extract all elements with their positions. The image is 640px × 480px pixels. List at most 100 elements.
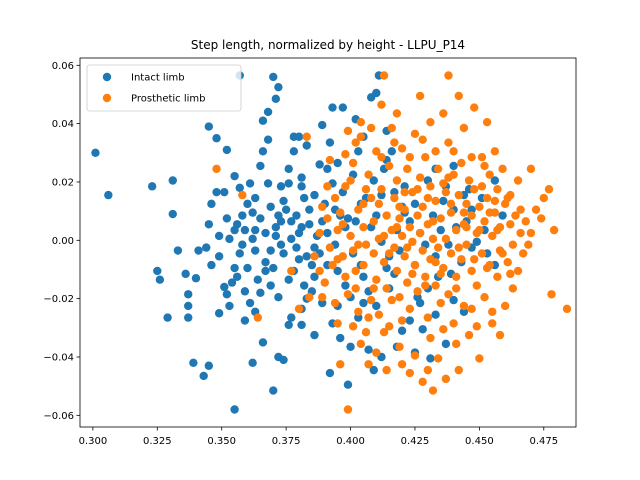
data-point [302,132,311,141]
data-point [513,266,523,276]
data-point [446,199,456,209]
data-point [377,190,386,200]
series-prosthetic-limb [212,71,572,414]
data-point [418,135,427,144]
data-point [395,292,404,302]
data-point [508,240,518,249]
data-point [297,320,306,330]
data-point [230,405,239,414]
data-point [428,211,438,220]
data-point [392,266,402,276]
data-point [287,217,296,226]
data-point [390,138,399,147]
data-point [454,243,463,252]
data-point [415,91,425,101]
data-point [488,307,497,316]
data-point [305,220,314,229]
data-point [341,281,350,290]
data-point [263,135,273,144]
data-point [475,354,484,363]
data-point [271,231,281,241]
data-point [225,301,234,311]
data-point [397,316,407,325]
data-point [521,217,530,226]
data-point [325,138,335,147]
data-point [490,196,500,206]
data-point [284,179,293,188]
data-point [379,257,389,267]
data-point [356,132,366,141]
data-point [204,361,214,370]
data-point [472,281,481,290]
data-point [485,208,494,217]
data-point [415,173,425,182]
data-point [431,147,440,156]
data-point [377,100,386,109]
data-point [263,107,273,117]
data-point [222,145,232,155]
data-point [230,171,239,181]
data-point [302,252,311,261]
data-point [428,234,438,244]
data-point [346,176,355,185]
legend-box [86,64,242,112]
data-point [472,237,481,246]
data-point [397,326,407,335]
data-point [351,284,360,293]
data-point [377,152,386,162]
legend-label: Prosthetic limb [131,94,206,105]
data-point [439,109,448,118]
data-point [513,176,523,185]
data-point [451,225,461,235]
data-point [333,255,342,264]
data-point [359,222,368,232]
y-tick-label: −0.04 [43,352,74,363]
data-point [436,269,445,279]
data-point [415,228,425,238]
data-point [364,170,373,179]
data-point [462,240,471,249]
data-point [287,266,296,276]
data-point [488,319,497,328]
data-point [354,240,363,249]
data-point [343,126,353,136]
data-point [91,148,100,157]
data-point [482,263,492,273]
data-point [274,82,283,92]
data-point [516,228,525,238]
data-point [493,272,502,281]
y-tick-label: −0.06 [43,411,74,422]
data-point [490,147,500,156]
data-point [359,199,368,209]
data-point [526,164,536,174]
data-point [372,348,381,357]
data-point [506,220,515,229]
data-point [232,220,242,229]
data-point [104,190,113,200]
data-point [451,339,461,349]
data-point [284,164,293,174]
y-tick-label: 0.00 [52,236,74,247]
data-point [374,310,384,319]
data-point [387,147,396,156]
legend-label: Intact limb [131,73,185,84]
data-point [359,298,368,308]
data-point [418,377,427,386]
data-point [428,217,438,226]
data-point [299,193,309,203]
data-point [330,193,340,203]
x-tick-label: 0.375 [272,436,301,447]
data-point [372,147,381,156]
data-point [294,132,304,141]
data-point [410,129,420,139]
data-point [354,205,363,214]
legend-marker [102,93,112,103]
data-point [318,120,327,130]
data-point [493,225,502,235]
data-point [498,164,507,174]
data-point [449,295,458,305]
y-tick-label: −0.02 [43,294,74,305]
data-point [341,150,350,159]
data-point [305,292,314,302]
axes: 0.300 0.325 0.350 0.375 0.400 0.425 0.450 0.475… [43,57,577,447]
